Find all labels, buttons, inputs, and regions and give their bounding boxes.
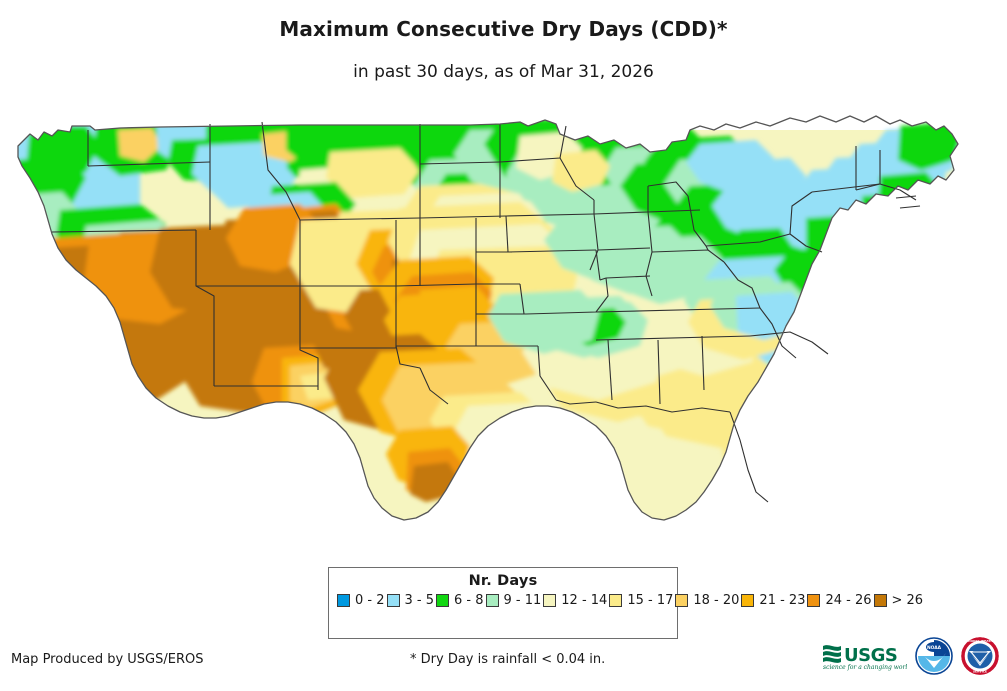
map-legend: Nr. Days 0 - 2 3 - 5 6 - 8 9 - 11 12 - 1… (328, 567, 923, 639)
map-svg (17, 115, 959, 521)
legend-item-9-11: 9 - 11 (485, 592, 542, 609)
legend-label-0-2: 0 - 2 (355, 593, 385, 608)
dry-day-footnote: * Dry Day is rainfall < 0.04 in. (410, 652, 606, 667)
legend-swatch-9-11 (485, 594, 499, 607)
legend-label-21-23: 21 - 23 (759, 593, 806, 608)
legend-label-3-5: 3 - 5 (404, 593, 435, 608)
legend-swatch-15-17 (609, 594, 623, 607)
legend-swatch-12-14 (543, 594, 557, 607)
legend-item-3-5: 3 - 5 (386, 592, 435, 609)
legend-entries: 0 - 2 3 - 5 6 - 8 9 - 11 12 - 14 15 - 17… (329, 589, 923, 609)
svg-text:SERVICE: SERVICE (973, 670, 987, 674)
noaa-logo: NOAA (915, 637, 953, 675)
legend-swatch-3-5 (386, 594, 400, 607)
legend-swatch-6-8 (436, 594, 449, 607)
legend-label-24-26: 24 - 26 (825, 593, 872, 608)
legend-label-9-11: 9 - 11 (503, 593, 542, 608)
legend-swatch-18-20 (675, 594, 689, 607)
conus-outline (17, 115, 959, 521)
legend-label-15-17: 15 - 17 (627, 593, 674, 608)
legend-item-gt-26: > 26 (873, 592, 924, 609)
legend-item-6-8: 6 - 8 (436, 592, 484, 609)
state-boundaries (51, 121, 921, 503)
legend-swatch-0-2 (337, 594, 350, 607)
svg-text:USGS: USGS (844, 645, 897, 666)
svg-text:NATIONAL WEATHER: NATIONAL WEATHER (963, 639, 998, 643)
nws-logo: NATIONAL WEATHER SERVICE (961, 637, 999, 675)
agency-logos: USGS science for a changing world NOAA N… (821, 637, 999, 675)
legend-item-18-20: 18 - 20 (675, 592, 739, 609)
legend-label-gt-26: > 26 (891, 593, 924, 608)
map-credit: Map Produced by USGS/EROS (11, 652, 204, 667)
svg-text:science for a changing world: science for a changing world (823, 664, 907, 671)
cdd-raster-field (18, 116, 958, 520)
legend-item-15-17: 15 - 17 (609, 592, 673, 609)
legend-swatch-gt-26 (873, 594, 887, 607)
legend-label-18-20: 18 - 20 (693, 593, 740, 608)
legend-item-12-14: 12 - 14 (543, 592, 607, 609)
legend-title: Nr. Days (468, 573, 538, 589)
legend-label-12-14: 12 - 14 (561, 593, 608, 608)
legend-label-6-8: 6 - 8 (454, 593, 484, 608)
cdd-choropleth-map (0, 100, 1007, 555)
legend-swatch-24-26 (807, 594, 821, 607)
legend-item-21-23: 21 - 23 (741, 592, 805, 609)
page-subtitle: in past 30 days, as of Mar 31, 2026 (353, 62, 654, 82)
svg-text:NOAA: NOAA (927, 645, 942, 651)
legend-item-0-2: 0 - 2 (337, 592, 385, 609)
usgs-logo: USGS science for a changing world (823, 645, 907, 671)
legend-item-24-26: 24 - 26 (807, 592, 872, 609)
page-title: Maximum Consecutive Dry Days (CDD)* (279, 17, 728, 41)
legend-swatch-21-23 (741, 594, 755, 607)
